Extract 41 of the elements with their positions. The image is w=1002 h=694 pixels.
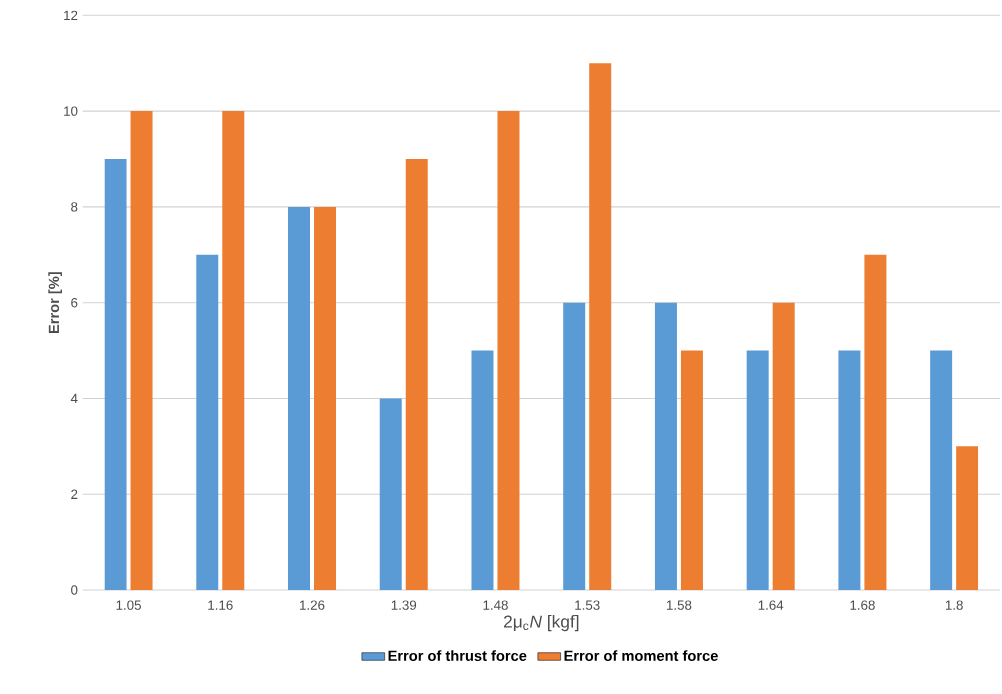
x-tick-label: 1.8: [945, 600, 963, 610]
x-axis-title: 2μ$_{c}$N [kgf]: [503, 614, 579, 632]
x-tick-label: 1.58: [666, 600, 692, 610]
y-tick-label: 4: [70, 393, 78, 404]
bar: [314, 206, 337, 590]
bar: [104, 159, 127, 590]
bar: [379, 398, 402, 590]
bar: [288, 206, 311, 590]
y-tick-label: 0: [71, 585, 78, 595]
y-tick-label: 6: [71, 297, 78, 308]
bar: [838, 350, 861, 590]
y-tick-label: 12: [64, 10, 78, 20]
x-tick-label: 1.53: [575, 600, 600, 610]
bar: [746, 350, 769, 590]
y-axis-title: Error [%]: [48, 272, 62, 334]
legend-label: Error of moment force: [564, 650, 718, 661]
bar: [680, 350, 703, 590]
bar: [222, 111, 245, 590]
bar: [497, 111, 520, 590]
bar: [864, 254, 887, 590]
x-tick-label: 1.16: [208, 600, 233, 610]
x-tick-label: 1.05: [116, 600, 141, 610]
bar: [654, 302, 677, 590]
bar: [130, 111, 153, 590]
y-tick-label: 10: [64, 106, 78, 116]
legend-label: Error of thrust force: [388, 650, 527, 661]
bar: [471, 350, 494, 590]
bar: [930, 350, 953, 590]
bar: [589, 63, 612, 590]
bar: [405, 159, 428, 590]
y-tick-label: 2: [71, 489, 78, 499]
x-tick-label: 1.48: [483, 600, 508, 610]
x-tick-label: 1.26: [300, 600, 325, 610]
bar: [956, 446, 979, 590]
x-tick-label: 1.64: [758, 600, 784, 610]
y-tick-label: 8: [71, 202, 78, 212]
bar: [563, 302, 586, 590]
x-tick-label: 1.39: [391, 600, 417, 610]
bar: [772, 302, 795, 590]
bar: [196, 254, 219, 590]
x-tick-label: 1.68: [850, 600, 875, 610]
